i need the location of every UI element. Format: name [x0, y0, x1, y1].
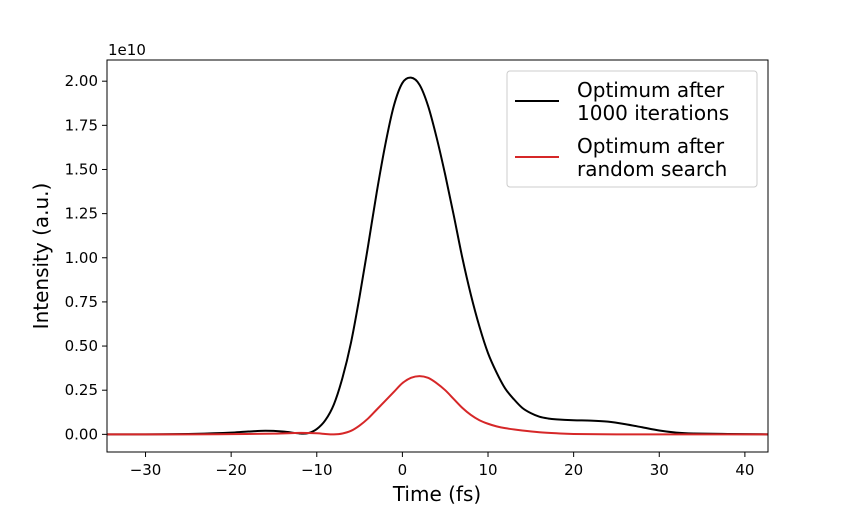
x-tick-label: 30	[650, 461, 669, 479]
y-tick-label: 0.75	[65, 293, 98, 311]
y-tick-label: 1.25	[65, 205, 98, 223]
x-tick-label: −30	[130, 461, 162, 479]
legend-label-1: Optimum after 1000 iterations	[577, 78, 729, 125]
y-axis-label: Intensity (a.u.)	[29, 183, 53, 330]
y-offset-text: 1e10	[108, 41, 146, 59]
y-tick-label: 1.00	[65, 249, 98, 267]
y-tick-label: 0.00	[65, 425, 98, 443]
x-axis: −30 −20 −10 0 10 20 30 40	[130, 452, 754, 479]
y-tick-label: 2.00	[65, 72, 98, 90]
x-tick-label: 40	[735, 461, 754, 479]
x-tick-label: 10	[478, 461, 497, 479]
y-axis: 0.00 0.25 0.50 0.75 1.00 1.25 1.50 1.75 2.00	[65, 72, 107, 443]
y-tick-label: 1.50	[65, 160, 98, 178]
y-tick-label: 0.50	[65, 337, 98, 355]
y-tick-label: 1.75	[65, 116, 98, 134]
plot-frame	[106, 59, 769, 453]
x-tick-label: −20	[215, 461, 247, 479]
legend: Optimum after 1000 iterations Optimum afte…	[506, 70, 758, 188]
x-axis-label: Time (fs)	[392, 482, 481, 506]
legend-label-2: Optimum after random search	[577, 134, 727, 181]
legend-box	[506, 70, 758, 188]
x-tick-label: −10	[301, 461, 333, 479]
series-line-2	[106, 375, 768, 436]
x-tick-label: 0	[398, 461, 408, 479]
x-tick-label: 20	[564, 461, 583, 479]
y-tick-label: 0.25	[65, 381, 98, 399]
series-layer	[106, 76, 769, 436]
